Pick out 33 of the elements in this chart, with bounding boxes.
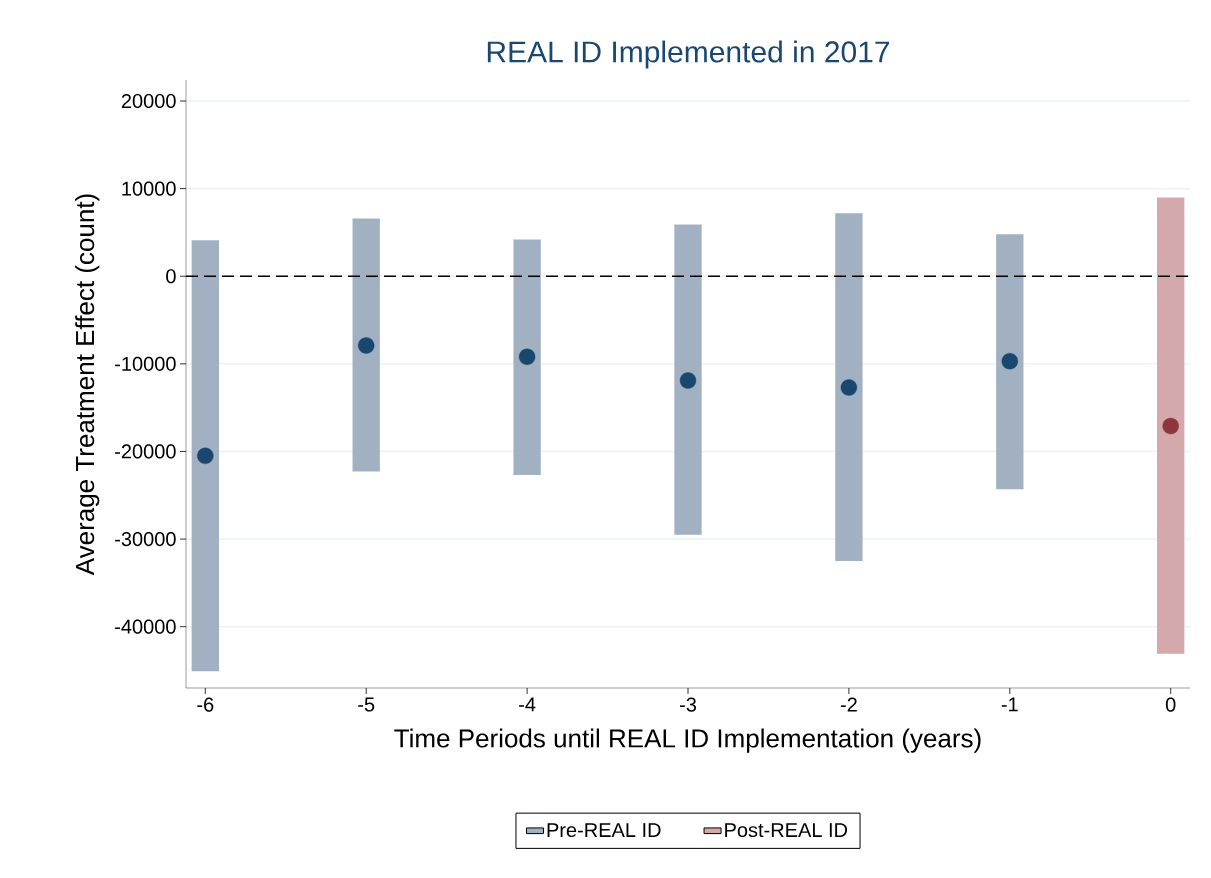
bar: [191, 240, 219, 672]
legend-label: Pre-REAL ID: [547, 823, 661, 838]
x-tick-label: 0: [1165, 697, 1176, 712]
point: [679, 372, 697, 389]
x-tick-label: -1: [1001, 697, 1018, 712]
chart-title: REAL ID Implemented in 2017: [487, 40, 890, 69]
bar: [835, 213, 863, 561]
y-tick-label: 0: [166, 269, 176, 284]
y-tick-label: -30000: [115, 531, 176, 547]
x-tick-label: -5: [358, 697, 375, 712]
x-tick-label: -2: [840, 697, 857, 712]
y-tick-label: -40000: [115, 619, 176, 634]
x-tick-label: -4: [519, 697, 536, 712]
x-tick-label: -3: [680, 697, 697, 712]
y-tick-label: -10000: [115, 356, 176, 371]
y-tick-label: 10000: [122, 181, 176, 196]
x-tick-label: -6: [197, 697, 214, 712]
bar: [513, 239, 541, 476]
point: [1001, 353, 1018, 370]
legend-label: Post-REAL ID: [725, 823, 848, 838]
bar: [1157, 197, 1185, 654]
point: [840, 379, 858, 396]
bar: [352, 218, 380, 472]
y-axis-title: Average Treatment Effect (count): [75, 194, 100, 576]
point: [197, 447, 214, 465]
point: [518, 348, 536, 366]
bar: [674, 224, 702, 535]
y-tick-label: 20000: [121, 93, 176, 109]
y-tick-label: -20000: [115, 444, 176, 459]
x-axis-title: Time Periods until REAL ID Implementation (years): [394, 728, 981, 753]
point: [1162, 417, 1179, 435]
bar: [996, 234, 1024, 490]
point: [358, 337, 375, 354]
